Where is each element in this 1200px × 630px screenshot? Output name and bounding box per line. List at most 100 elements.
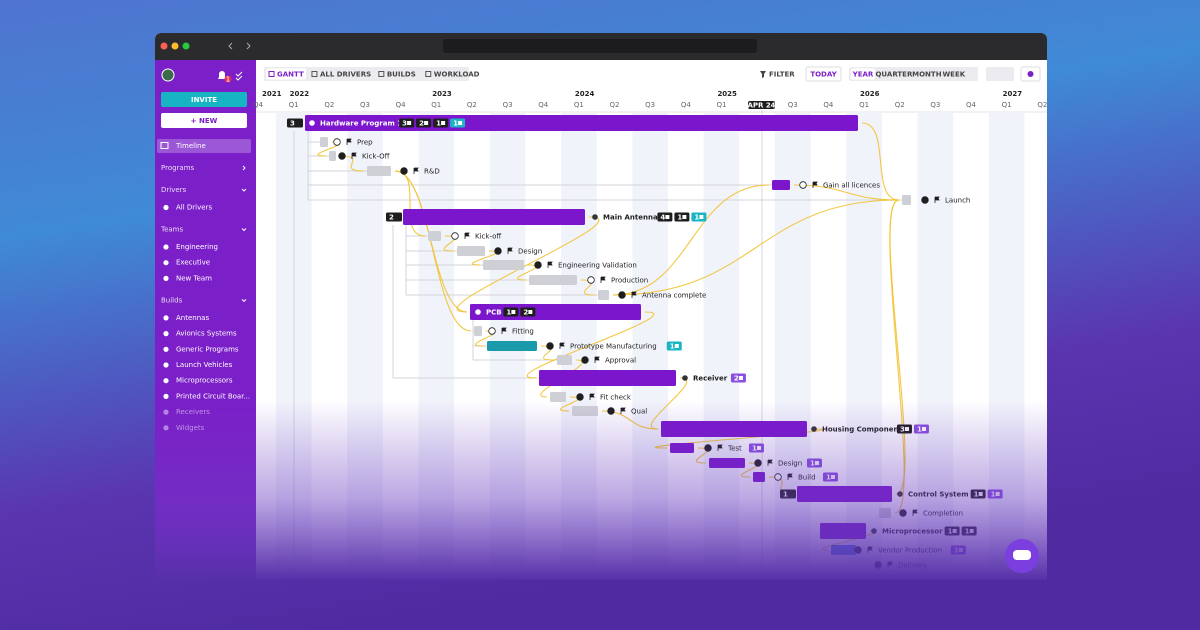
status-icon [618, 291, 626, 299]
nav-item[interactable]: Engineering [176, 243, 218, 251]
section-title[interactable]: Builds [161, 296, 183, 304]
milestone-icon [464, 232, 470, 239]
nav-item[interactable]: Antennas [176, 314, 209, 322]
task-bar[interactable] [557, 355, 572, 365]
task-label: Main Antenna [603, 214, 658, 222]
task-bar[interactable] [428, 231, 441, 241]
badge-icon [528, 310, 533, 314]
bell-icon[interactable] [218, 71, 226, 79]
task-label: Kick-Off [362, 153, 390, 161]
today-marker [748, 101, 775, 109]
invite-button[interactable] [161, 92, 247, 107]
task-label: Kick-off [475, 233, 501, 241]
quarter-label: Q2 [895, 101, 905, 109]
task-label: PCB [486, 309, 502, 317]
scale-group [849, 67, 978, 81]
task-bar[interactable] [329, 151, 336, 161]
badge-icon [441, 121, 446, 125]
quarter-label: Q1 [431, 101, 441, 109]
scale-option[interactable]: MONTH [912, 71, 942, 79]
timeline-nav-active[interactable] [157, 139, 251, 153]
section-title[interactable]: Teams [160, 226, 184, 234]
year-label: 2023 [432, 90, 452, 98]
avatar[interactable] [161, 68, 175, 82]
task-bar[interactable] [539, 370, 676, 386]
url-bar[interactable] [443, 39, 757, 53]
task-label: Production [611, 277, 648, 285]
nav-item[interactable]: New Team [176, 274, 212, 282]
task-bar[interactable] [403, 209, 585, 225]
view-tab[interactable]: GANTT [277, 71, 304, 79]
task-label: Fit check [600, 394, 632, 402]
nav-item[interactable]: Avionics Systems [176, 330, 237, 338]
badge-count: 1 [670, 343, 675, 351]
tab-icon [378, 71, 385, 77]
bottom-fade [155, 400, 1047, 580]
filter-button[interactable]: FILTER [769, 71, 795, 79]
quarter-label: Q4 [253, 101, 264, 109]
today-box[interactable] [805, 66, 842, 82]
group-icon [682, 375, 688, 381]
check-icon[interactable] [235, 71, 243, 81]
badge-count: 1 [677, 214, 682, 222]
timeline-nav[interactable]: Timeline [175, 142, 206, 150]
quarter-label: Q1 [716, 101, 726, 109]
item-icon [163, 331, 169, 337]
chevron [241, 299, 247, 303]
year-label: 2026 [860, 90, 880, 98]
task-bar[interactable] [487, 341, 537, 351]
task-bar[interactable] [598, 290, 609, 300]
layout-toggle[interactable] [986, 67, 1014, 81]
task-label: Hardware Program 1 [320, 120, 402, 128]
scale-option[interactable]: YEAR [852, 71, 874, 79]
status-icon [494, 247, 502, 255]
nav-item[interactable]: Printed Circuit Boar... [176, 392, 250, 400]
task-bar[interactable] [367, 166, 391, 176]
scale-option[interactable]: WEEK [942, 71, 965, 79]
nav-item[interactable]: Microprocessors [176, 377, 233, 385]
today-button[interactable]: TODAY [810, 71, 837, 79]
task-bar[interactable] [457, 246, 485, 256]
nav-item[interactable]: Widgets [176, 424, 205, 432]
section-title[interactable]: Programs [161, 164, 195, 172]
task-label: Receiver [693, 375, 728, 383]
nav-item[interactable]: Executive [176, 259, 210, 267]
nav-arrows[interactable] [228, 42, 251, 50]
item-icon [163, 204, 169, 211]
task-bar[interactable] [529, 275, 577, 285]
badge-count: 2 [734, 375, 739, 383]
item-icon [163, 315, 169, 321]
group-tag [386, 212, 402, 222]
nav-item[interactable]: Launch Vehicles [176, 361, 233, 369]
quarter-label: Q1 [574, 101, 584, 109]
quarter-label: Q2 [1037, 101, 1047, 109]
task-bar[interactable] [483, 260, 524, 270]
quarter-label: Q4 [396, 101, 407, 109]
task-label: Gain all licences [823, 182, 880, 190]
new-button[interactable] [161, 113, 247, 128]
scale-option[interactable]: QUARTER [875, 71, 912, 79]
year-label: 2021 [262, 90, 282, 98]
close-button[interactable] [160, 42, 168, 50]
nav-item[interactable]: All Drivers [176, 204, 212, 212]
status-icon [488, 327, 496, 335]
status-icon [546, 342, 554, 350]
active-scale [851, 68, 875, 80]
task-bar[interactable] [772, 180, 790, 190]
quarter-label: Q4 [681, 101, 692, 109]
task-bar[interactable] [474, 326, 482, 336]
view-tab[interactable]: BUILDS [387, 71, 416, 79]
view-tab[interactable]: WORKLOAD [434, 71, 480, 79]
nav-item[interactable]: Generic Programs [176, 345, 239, 353]
nav-item[interactable]: Receivers [176, 408, 210, 416]
view-tab[interactable]: ALL DRIVERS [320, 71, 371, 79]
zoom-button[interactable] [182, 42, 190, 50]
badge-icon [407, 121, 412, 125]
task-label: Design [518, 248, 542, 256]
section-title[interactable]: Drivers [161, 186, 187, 194]
task-bar[interactable] [902, 195, 911, 205]
task-bar[interactable] [320, 137, 328, 147]
minimize-button[interactable] [171, 42, 179, 50]
task-bar[interactable] [550, 392, 566, 402]
